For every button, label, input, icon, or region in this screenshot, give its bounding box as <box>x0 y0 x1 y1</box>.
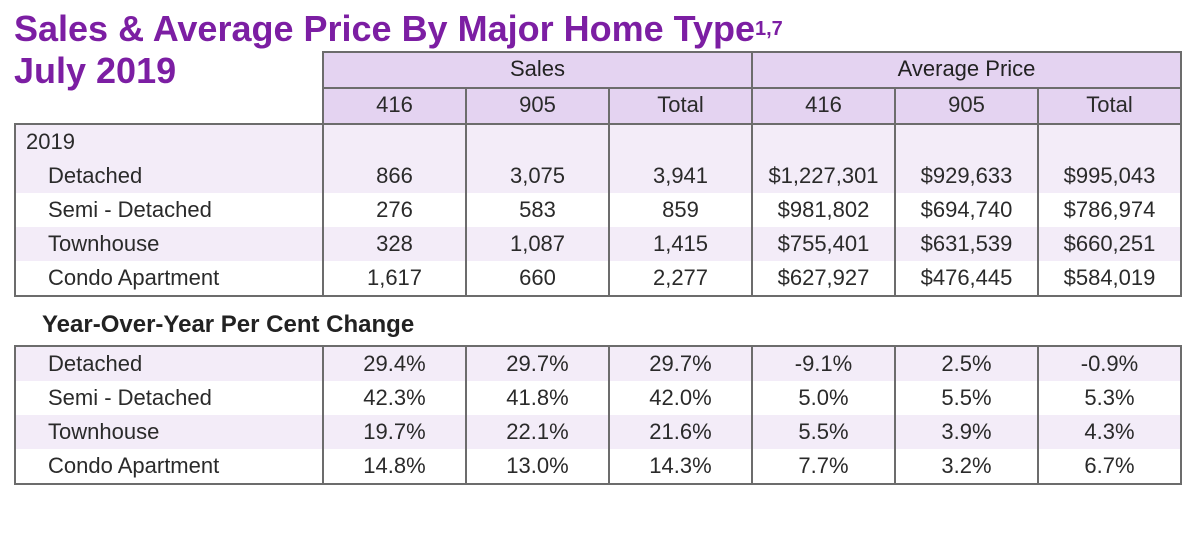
cell-price-416: -9.1% <box>752 346 895 381</box>
row-label: Detached <box>15 159 323 193</box>
page-title-superscript: 1,7 <box>755 18 783 40</box>
cell-sales-905: 29.7% <box>466 346 609 381</box>
cell-price-total: $584,019 <box>1038 261 1181 296</box>
header-group-sales: Sales <box>323 52 752 88</box>
table1-body: 2019 Detached 866 3,075 3,941 $1,227,301… <box>15 124 1181 296</box>
table-row: Townhouse 19.7% 22.1% 21.6% 5.5% 3.9% 4.… <box>15 415 1181 449</box>
sales-price-table: Sales Average Price 416 905 Total 416 90… <box>14 51 1182 297</box>
cell-sales-905: 22.1% <box>466 415 609 449</box>
table2-body: Detached 29.4% 29.7% 29.7% -9.1% 2.5% -0… <box>15 346 1181 484</box>
header-blank <box>15 88 323 124</box>
table-row: Detached 866 3,075 3,941 $1,227,301 $929… <box>15 159 1181 193</box>
cell-price-total: $786,974 <box>1038 193 1181 227</box>
cell-sales-416: 1,617 <box>323 261 466 296</box>
header-col-price-416: 416 <box>752 88 895 124</box>
header-col-price-total: Total <box>1038 88 1181 124</box>
cell-price-416: 5.5% <box>752 415 895 449</box>
cell-sales-total: 3,941 <box>609 159 752 193</box>
cell-price-905: $476,445 <box>895 261 1038 296</box>
cell-price-905: 3.9% <box>895 415 1038 449</box>
cell-sales-905: 41.8% <box>466 381 609 415</box>
yoy-heading: Year-Over-Year Per Cent Change <box>42 311 1186 339</box>
year-label: 2019 <box>15 124 323 159</box>
table-header: Sales Average Price 416 905 Total 416 90… <box>15 52 1181 124</box>
header-col-price-905: 905 <box>895 88 1038 124</box>
cell-price-905: 3.2% <box>895 449 1038 484</box>
cell-sales-905: 1,087 <box>466 227 609 261</box>
empty-cell <box>895 124 1038 159</box>
cell-sales-total: 2,277 <box>609 261 752 296</box>
empty-cell <box>609 124 752 159</box>
cell-price-total: 4.3% <box>1038 415 1181 449</box>
cell-price-total: -0.9% <box>1038 346 1181 381</box>
cell-price-total: 5.3% <box>1038 381 1181 415</box>
empty-cell <box>323 124 466 159</box>
cell-price-905: 2.5% <box>895 346 1038 381</box>
cell-sales-416: 866 <box>323 159 466 193</box>
cell-sales-905: 583 <box>466 193 609 227</box>
cell-sales-416: 276 <box>323 193 466 227</box>
cell-sales-total: 21.6% <box>609 415 752 449</box>
cell-sales-905: 660 <box>466 261 609 296</box>
cell-price-905: $929,633 <box>895 159 1038 193</box>
cell-price-905: 5.5% <box>895 381 1038 415</box>
cell-sales-905: 13.0% <box>466 449 609 484</box>
cell-sales-total: 42.0% <box>609 381 752 415</box>
cell-price-416: 5.0% <box>752 381 895 415</box>
page-title-line2: July 2019 <box>14 50 176 91</box>
yoy-change-table: Detached 29.4% 29.7% 29.7% -9.1% 2.5% -0… <box>14 345 1182 485</box>
cell-price-total: $660,251 <box>1038 227 1181 261</box>
cell-price-416: $627,927 <box>752 261 895 296</box>
cell-price-416: $755,401 <box>752 227 895 261</box>
row-label: Townhouse <box>15 415 323 449</box>
row-label: Condo Apartment <box>15 449 323 484</box>
page-title-block: Sales & Average Price By Major Home Type… <box>14 8 1186 49</box>
page-title-line1: Sales & Average Price By Major Home Type <box>14 8 755 49</box>
header-col-sales-total: Total <box>609 88 752 124</box>
row-label: Semi - Detached <box>15 193 323 227</box>
cell-price-416: 7.7% <box>752 449 895 484</box>
table-row: Detached 29.4% 29.7% 29.7% -9.1% 2.5% -0… <box>15 346 1181 381</box>
header-group-average-price: Average Price <box>752 52 1181 88</box>
cell-price-905: $631,539 <box>895 227 1038 261</box>
row-label: Townhouse <box>15 227 323 261</box>
table1-year-row: 2019 <box>15 124 1181 159</box>
cell-sales-416: 42.3% <box>323 381 466 415</box>
row-label: Detached <box>15 346 323 381</box>
table-row: Semi - Detached 276 583 859 $981,802 $69… <box>15 193 1181 227</box>
cell-sales-416: 14.8% <box>323 449 466 484</box>
cell-price-total: $995,043 <box>1038 159 1181 193</box>
table-row: Townhouse 328 1,087 1,415 $755,401 $631,… <box>15 227 1181 261</box>
cell-price-416: $981,802 <box>752 193 895 227</box>
cell-sales-416: 328 <box>323 227 466 261</box>
cell-sales-905: 3,075 <box>466 159 609 193</box>
cell-price-total: 6.7% <box>1038 449 1181 484</box>
table-row: Condo Apartment 14.8% 13.0% 14.3% 7.7% 3… <box>15 449 1181 484</box>
cell-sales-total: 14.3% <box>609 449 752 484</box>
empty-cell <box>1038 124 1181 159</box>
cell-price-416: $1,227,301 <box>752 159 895 193</box>
report-page: Sales & Average Price By Major Home Type… <box>0 0 1200 505</box>
tables-container: Sales Average Price 416 905 Total 416 90… <box>14 51 1186 485</box>
header-col-sales-905: 905 <box>466 88 609 124</box>
row-label: Semi - Detached <box>15 381 323 415</box>
cell-sales-416: 29.4% <box>323 346 466 381</box>
empty-cell <box>752 124 895 159</box>
cell-price-905: $694,740 <box>895 193 1038 227</box>
cell-sales-total: 859 <box>609 193 752 227</box>
cell-sales-total: 1,415 <box>609 227 752 261</box>
empty-cell <box>466 124 609 159</box>
page-title-line2-wrap: July 2019 <box>14 50 176 92</box>
cell-sales-total: 29.7% <box>609 346 752 381</box>
row-label: Condo Apartment <box>15 261 323 296</box>
cell-sales-416: 19.7% <box>323 415 466 449</box>
table-row: Semi - Detached 42.3% 41.8% 42.0% 5.0% 5… <box>15 381 1181 415</box>
table-row: Condo Apartment 1,617 660 2,277 $627,927… <box>15 261 1181 296</box>
header-col-sales-416: 416 <box>323 88 466 124</box>
